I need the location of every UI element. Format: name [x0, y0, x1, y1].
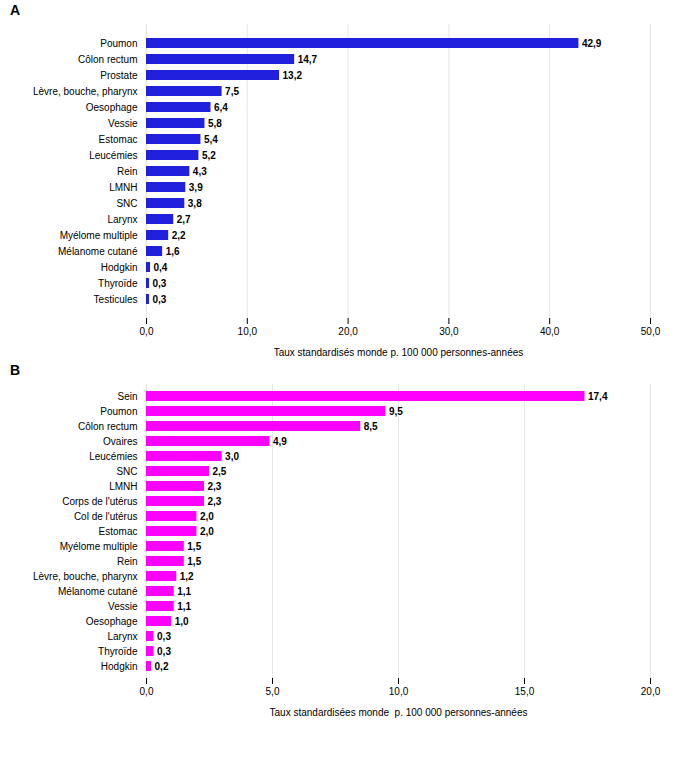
svg-text:20,0: 20,0: [641, 686, 661, 697]
svg-text:13,2: 13,2: [283, 70, 303, 81]
svg-text:30,0: 30,0: [439, 326, 459, 337]
svg-text:Taux standardisées monde p. 1: Taux standardisées monde p. 100 000 pers…: [270, 707, 528, 718]
svg-text:0,0: 0,0: [140, 686, 154, 697]
svg-text:Vessie: Vessie: [108, 601, 138, 612]
svg-text:5,8: 5,8: [208, 118, 222, 129]
svg-text:40,0: 40,0: [540, 326, 560, 337]
svg-text:Ovaires: Ovaires: [103, 436, 137, 447]
svg-text:Vessie: Vessie: [108, 118, 138, 129]
svg-text:2,2: 2,2: [172, 230, 186, 241]
svg-text:0,3: 0,3: [157, 631, 171, 642]
svg-text:Oesophage: Oesophage: [86, 616, 138, 627]
svg-text:Thyroïde: Thyroïde: [98, 646, 138, 657]
svg-text:1,1: 1,1: [177, 601, 191, 612]
svg-text:Côlon rectum: Côlon rectum: [78, 54, 137, 65]
svg-text:3,9: 3,9: [189, 182, 203, 193]
svg-text:SNC: SNC: [116, 466, 137, 477]
svg-text:Myélome multiple: Myélome multiple: [60, 230, 138, 241]
svg-text:Testicules: Testicules: [94, 294, 138, 305]
svg-text:42,9: 42,9: [582, 38, 602, 49]
svg-text:8,5: 8,5: [364, 421, 378, 432]
svg-text:20,0: 20,0: [338, 326, 358, 337]
svg-text:9,5: 9,5: [389, 406, 403, 417]
svg-text:0,3: 0,3: [153, 278, 167, 289]
svg-text:5,2: 5,2: [202, 150, 216, 161]
svg-text:6,4: 6,4: [214, 102, 228, 113]
svg-text:0,0: 0,0: [140, 326, 154, 337]
svg-text:0,2: 0,2: [155, 661, 169, 672]
svg-text:1,5: 1,5: [187, 556, 201, 567]
svg-text:SNC: SNC: [116, 198, 137, 209]
svg-text:Mélanome cutané: Mélanome cutané: [58, 586, 138, 597]
svg-text:Hodgkin: Hodgkin: [101, 262, 138, 273]
svg-text:50,0: 50,0: [641, 326, 661, 337]
svg-text:Hodgkin: Hodgkin: [101, 661, 138, 672]
svg-text:0,3: 0,3: [153, 294, 167, 305]
svg-text:4,9: 4,9: [273, 436, 287, 447]
svg-text:Thyroïde: Thyroïde: [98, 278, 138, 289]
svg-text:Larynx: Larynx: [107, 214, 137, 225]
svg-text:3,0: 3,0: [225, 451, 239, 462]
svg-text:LMNH: LMNH: [109, 182, 137, 193]
svg-text:7,5: 7,5: [225, 86, 239, 97]
svg-text:Estomac: Estomac: [99, 526, 138, 537]
svg-text:Lèvre, bouche, pharynx: Lèvre, bouche, pharynx: [33, 571, 138, 582]
svg-text:Lèvre, bouche, pharynx: Lèvre, bouche, pharynx: [33, 86, 138, 97]
svg-text:1,1: 1,1: [177, 586, 191, 597]
svg-text:5,0: 5,0: [266, 686, 280, 697]
svg-text:Taux standardisés monde p. 100: Taux standardisés monde p. 100 000 perso…: [274, 347, 524, 358]
svg-text:1,0: 1,0: [175, 616, 189, 627]
svg-text:Rein: Rein: [117, 166, 138, 177]
svg-text:Prostate: Prostate: [100, 70, 138, 81]
svg-text:2,0: 2,0: [200, 511, 214, 522]
svg-text:1,6: 1,6: [166, 246, 180, 257]
svg-text:2,5: 2,5: [213, 466, 227, 477]
svg-text:Côlon rectum: Côlon rectum: [78, 421, 137, 432]
svg-text:Myélome multiple: Myélome multiple: [60, 541, 138, 552]
svg-text:4,3: 4,3: [193, 166, 207, 177]
svg-text:Sein: Sein: [117, 391, 137, 402]
svg-text:Poumon: Poumon: [100, 38, 137, 49]
svg-text:Leucémies: Leucémies: [89, 150, 137, 161]
svg-text:10,0: 10,0: [389, 686, 409, 697]
svg-text:2,3: 2,3: [207, 496, 221, 507]
svg-text:3,8: 3,8: [188, 198, 202, 209]
svg-text:1,2: 1,2: [180, 571, 194, 582]
svg-text:Col de l'utérus: Col de l'utérus: [74, 511, 138, 522]
svg-text:Poumon: Poumon: [100, 406, 137, 417]
svg-text:Rein: Rein: [117, 556, 138, 567]
svg-text:10,0: 10,0: [238, 326, 258, 337]
svg-text:Oesophage: Oesophage: [86, 102, 138, 113]
svg-text:0,3: 0,3: [157, 646, 171, 657]
svg-text:15,0: 15,0: [515, 686, 535, 697]
svg-text:0,4: 0,4: [154, 262, 168, 273]
svg-text:Estomac: Estomac: [99, 134, 138, 145]
svg-text:14,7: 14,7: [298, 54, 318, 65]
html-text:A: A: [10, 2, 21, 18]
svg-text:2,0: 2,0: [200, 526, 214, 537]
svg-text:5,4: 5,4: [204, 134, 218, 145]
svg-text:1,5: 1,5: [187, 541, 201, 552]
svg-text:Corps de l'utérus: Corps de l'utérus: [62, 496, 137, 507]
svg-text:Mélanome cutané: Mélanome cutané: [58, 246, 138, 257]
html-text:B: B: [10, 362, 21, 378]
svg-text:2,7: 2,7: [177, 214, 191, 225]
svg-text:Larynx: Larynx: [107, 631, 137, 642]
svg-text:2,3: 2,3: [207, 481, 221, 492]
svg-text:LMNH: LMNH: [109, 481, 137, 492]
svg-text:17,4: 17,4: [588, 391, 608, 402]
svg-text:Leucémies: Leucémies: [89, 451, 137, 462]
